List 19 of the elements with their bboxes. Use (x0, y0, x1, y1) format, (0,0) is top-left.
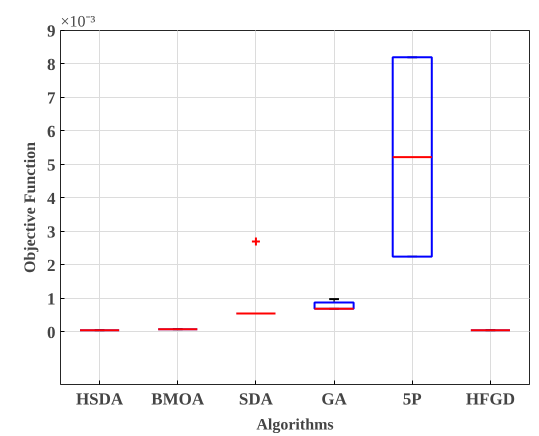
annotation: ×10⁻³ (60, 14, 96, 30)
y-tick-label: 6 (47, 122, 56, 141)
y-tick-label: 0 (47, 322, 56, 342)
y-tick-label: 2 (47, 256, 56, 275)
y-tick-label: 3 (47, 222, 56, 242)
x-tick-label: 5P (402, 390, 422, 408)
y-tick-label: 9 (47, 22, 56, 40)
x-tick-label: SDA (238, 390, 274, 408)
x-tick-label: BMOA (151, 390, 205, 408)
y-tick-label: 7 (47, 88, 56, 108)
y-axis-title: Objective Function (22, 142, 39, 274)
x-tick-label: HFGD (466, 390, 515, 408)
x-tick-label: GA (321, 390, 348, 408)
y-tick-label: 5 (47, 155, 56, 174)
x-axis-title: Algorithms (256, 416, 334, 434)
y-tick-label: 1 (47, 289, 56, 308)
x-tick-label: HSDA (76, 390, 124, 408)
y-tick-label: 4 (47, 188, 56, 208)
y-tick-label: 8 (47, 54, 56, 74)
